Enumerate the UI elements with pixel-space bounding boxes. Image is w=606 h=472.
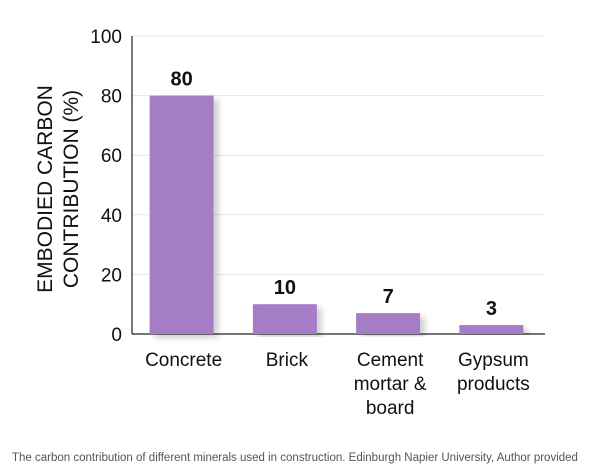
x-category-label: Brick [266,350,309,371]
x-category-label: Cement mortar & board [354,350,427,419]
bars [149,95,524,334]
y-tick-label: 80 [101,87,122,108]
labels: 0 20 40 60 80 100 80 Concrete 10 Brick 7 Cement mort… [34,27,530,419]
data-label: 10 [274,277,296,299]
data-label: 7 [383,286,394,308]
figure-caption: The carbon contribution of different min… [12,452,578,464]
bar [356,313,421,334]
bar [149,95,214,334]
bar [252,304,317,334]
y-tick-label: 100 [90,27,122,48]
data-label: 3 [486,298,497,320]
y-tick-label: 60 [101,146,122,167]
y-axis-title: EMBODIED CARBON CONTRIBUTION (%) [34,85,83,293]
y-tick-label: 20 [101,265,122,286]
y-tick-label: 0 [111,325,122,346]
x-category-label: Gypsum products [457,350,530,395]
x-category-label: Concrete [145,350,222,371]
bar-chart: 0 20 40 60 80 100 80 Concrete 10 Brick 7 Cement mort… [34,27,545,419]
bar [459,325,524,334]
data-label: 80 [171,69,193,91]
y-tick-label: 40 [101,206,122,227]
